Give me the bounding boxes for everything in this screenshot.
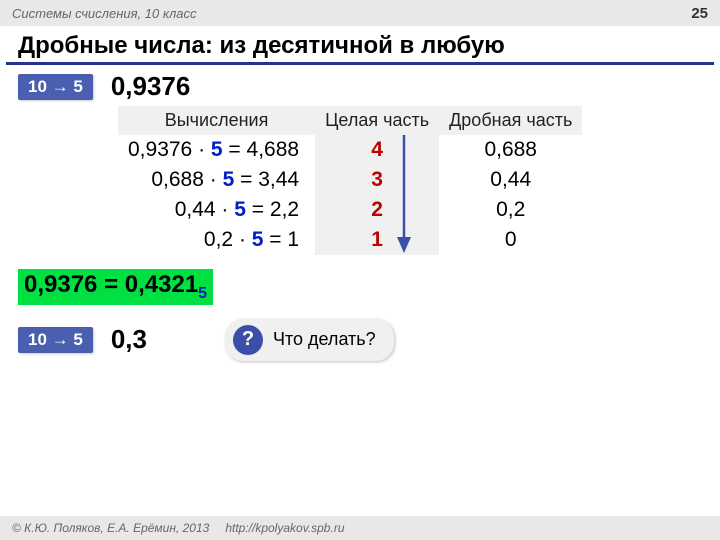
col-calc: Вычисления xyxy=(118,106,315,135)
result-row: 0,9376 = 0,43215 xyxy=(18,269,702,305)
example1-header: 10 → 5 0,9376 xyxy=(18,71,702,102)
operand-b: 5 xyxy=(223,168,235,191)
col-frac: Дробная часть xyxy=(439,106,582,135)
result-rhs: 0,4321 xyxy=(125,271,198,298)
calc-cell: 0,9376 · 5 = 4,688 xyxy=(118,135,315,165)
question-callout: ? Что делать? xyxy=(225,319,394,361)
slide-content: 10 → 5 0,9376 Вычисления Целая часть Дро… xyxy=(0,71,720,361)
calc-result: 4,688 xyxy=(247,138,300,161)
footer-url: http://kpolyakov.spb.ru xyxy=(225,521,344,535)
title-underline xyxy=(6,62,714,65)
table-row: 0,2 · 5 = 1 1 0 xyxy=(118,225,582,255)
result-highlight: 0,9376 = 0,43215 xyxy=(18,269,213,305)
result-eq: = xyxy=(97,271,124,298)
operand-b: 5 xyxy=(211,138,223,161)
operand-a: 0,9376 xyxy=(128,138,192,161)
operand-a: 0,2 xyxy=(204,228,233,251)
table-row: 0,688 · 5 = 3,44 3 0,44 xyxy=(118,165,582,195)
input-value-2: 0,3 xyxy=(111,324,147,355)
calc-cell: 0,44 · 5 = 2,2 xyxy=(118,195,315,225)
result-lhs: 0,9376 xyxy=(24,271,97,298)
subject-label: Системы счисления, 10 класс xyxy=(12,6,197,21)
table-header-row: Вычисления Целая часть Дробная часть xyxy=(118,106,582,135)
frac-cell: 0,44 xyxy=(439,165,582,195)
frac-cell: 0,688 xyxy=(439,135,582,165)
question-icon: ? xyxy=(233,325,263,355)
calc-cell: 0,688 · 5 = 3,44 xyxy=(118,165,315,195)
int-cell: 2 xyxy=(315,195,439,225)
calc-cell: 0,2 · 5 = 1 xyxy=(118,225,315,255)
operand-b: 5 xyxy=(234,198,246,221)
calc-table: Вычисления Целая часть Дробная часть 0,9… xyxy=(118,106,582,255)
callout-text: Что делать? xyxy=(273,329,376,350)
int-cell: 4 xyxy=(315,135,439,165)
input-value-1: 0,9376 xyxy=(111,71,191,102)
conversion-badge-1: 10 → 5 xyxy=(18,74,93,100)
col-int: Целая часть xyxy=(315,106,439,135)
int-cell: 1 xyxy=(315,225,439,255)
calc-result: 3,44 xyxy=(258,168,299,191)
int-value: 1 xyxy=(371,228,383,251)
slide-title: Дробные числа: из десятичной в любую xyxy=(0,26,720,62)
frac-cell: 0,2 xyxy=(439,195,582,225)
table-row: 0,9376 · 5 = 4,688 4 0,688 xyxy=(118,135,582,165)
calc-result: 2,2 xyxy=(270,198,299,221)
operand-b: 5 xyxy=(252,228,264,251)
calc-table-wrap: Вычисления Целая часть Дробная часть 0,9… xyxy=(118,106,702,255)
page-number: 25 xyxy=(691,5,708,22)
slide-header: Системы счисления, 10 класс 25 xyxy=(0,0,720,26)
int-cell: 3 xyxy=(315,165,439,195)
result-base-subscript: 5 xyxy=(198,285,207,302)
calc-result: 1 xyxy=(287,228,299,251)
example2-row: 10 → 5 0,3 ? Что делать? xyxy=(18,319,702,361)
slide-footer: © К.Ю. Поляков, Е.А. Ерёмин, 2013 http:/… xyxy=(0,516,720,540)
conversion-badge-2: 10 → 5 xyxy=(18,327,93,353)
frac-cell: 0 xyxy=(439,225,582,255)
table-row: 0,44 · 5 = 2,2 2 0,2 xyxy=(118,195,582,225)
operand-a: 0,44 xyxy=(175,198,216,221)
copyright-text: © К.Ю. Поляков, Е.А. Ерёмин, 2013 xyxy=(12,521,209,535)
operand-a: 0,688 xyxy=(151,168,204,191)
